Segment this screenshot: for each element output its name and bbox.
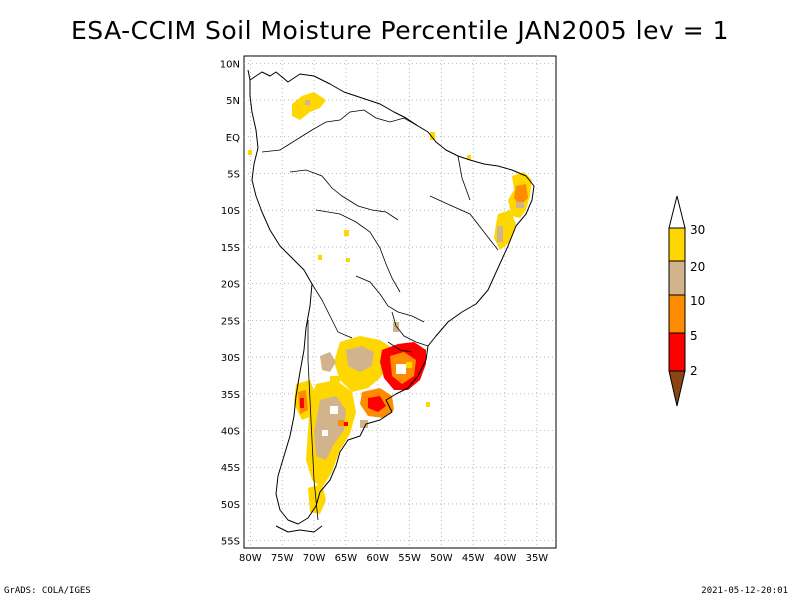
lon-tick-label: 80W bbox=[239, 553, 262, 564]
lat-tick-label: 5S bbox=[227, 169, 240, 180]
lat-tick-label: 10S bbox=[221, 206, 240, 217]
legend: 30 20 10 5 2 bbox=[668, 195, 705, 407]
patch-uruguay bbox=[380, 342, 426, 390]
patch-patagonia bbox=[306, 380, 356, 514]
lat-tick-label: 50S bbox=[221, 500, 240, 511]
patch-bolivia-1 bbox=[344, 230, 349, 236]
patch-buenos-aires bbox=[360, 388, 394, 428]
legend-swatch-20-30 bbox=[668, 227, 686, 262]
plot-frame bbox=[243, 55, 557, 549]
lat-tick-label: 40S bbox=[221, 427, 240, 438]
lon-tick-label: 55W bbox=[398, 553, 421, 564]
legend-label-2: 2 bbox=[690, 364, 698, 378]
lat-tick-label: 55S bbox=[221, 537, 240, 548]
lon-tick-label: 50W bbox=[430, 553, 453, 564]
lat-tick-label: 20S bbox=[221, 280, 240, 291]
patch-bolivia-2 bbox=[318, 255, 322, 260]
lon-tick-labels: 80W 75W 70W 65W 60W 55W 50W 45W 40W 35W bbox=[239, 553, 548, 564]
patch-northern-argentina bbox=[320, 336, 392, 392]
lat-tick-label: 15S bbox=[221, 243, 240, 254]
patch-maranhao bbox=[467, 155, 471, 160]
legend-label-10: 10 bbox=[690, 294, 705, 308]
lat-tick-label: 35S bbox=[221, 390, 240, 401]
lat-tick-label: 45S bbox=[221, 463, 240, 474]
lon-tick-label: 75W bbox=[271, 553, 294, 564]
legend-label-5: 5 bbox=[690, 329, 698, 343]
legend-label-30: 30 bbox=[690, 223, 705, 237]
footer-timestamp: 2021-05-12-20:01 bbox=[701, 586, 788, 596]
patch-amazon-mouth bbox=[430, 132, 435, 140]
lon-tick-label: 45W bbox=[462, 553, 485, 564]
patch-paraguay bbox=[393, 322, 399, 332]
patch-sea-spot bbox=[426, 402, 430, 407]
grid-lines bbox=[244, 56, 556, 548]
lon-tick-label: 65W bbox=[335, 553, 358, 564]
patch-bolivia-3 bbox=[346, 258, 350, 262]
patch-guiana bbox=[292, 92, 326, 120]
legend-swatch-below-2 bbox=[668, 370, 686, 407]
data-shading bbox=[248, 92, 532, 514]
lat-tick-labels: 10N 5N EQ 5S 10S 15S 20S 25S 30S 35S 40S 45S 50S 55S bbox=[220, 59, 240, 547]
lon-tick-label: 40W bbox=[494, 553, 517, 564]
map-title: ESA-CCIM Soil Moisture Percentile JAN200… bbox=[70, 16, 729, 45]
patch-ne-brazil bbox=[508, 172, 532, 218]
legend-swatch-above-30 bbox=[668, 195, 686, 229]
legend-label-20: 20 bbox=[690, 260, 705, 274]
lat-tick-label: EQ bbox=[226, 133, 240, 144]
country-borders bbox=[261, 109, 499, 521]
lon-tick-label: 70W bbox=[303, 553, 326, 564]
footer-credit: GrADS: COLA/IGES bbox=[4, 586, 91, 596]
patch-ecuador bbox=[248, 150, 252, 155]
lat-tick-label: 25S bbox=[221, 316, 240, 327]
legend-swatch-2-5 bbox=[668, 332, 686, 372]
lat-tick-label: 30S bbox=[221, 353, 240, 364]
lon-tick-label: 35W bbox=[526, 553, 549, 564]
legend-swatch-5-10 bbox=[668, 294, 686, 334]
legend-swatch-10-20 bbox=[668, 260, 686, 296]
lat-tick-label: 5N bbox=[226, 96, 240, 107]
lon-tick-label: 60W bbox=[366, 553, 389, 564]
lat-tick-label: 10N bbox=[220, 59, 240, 70]
